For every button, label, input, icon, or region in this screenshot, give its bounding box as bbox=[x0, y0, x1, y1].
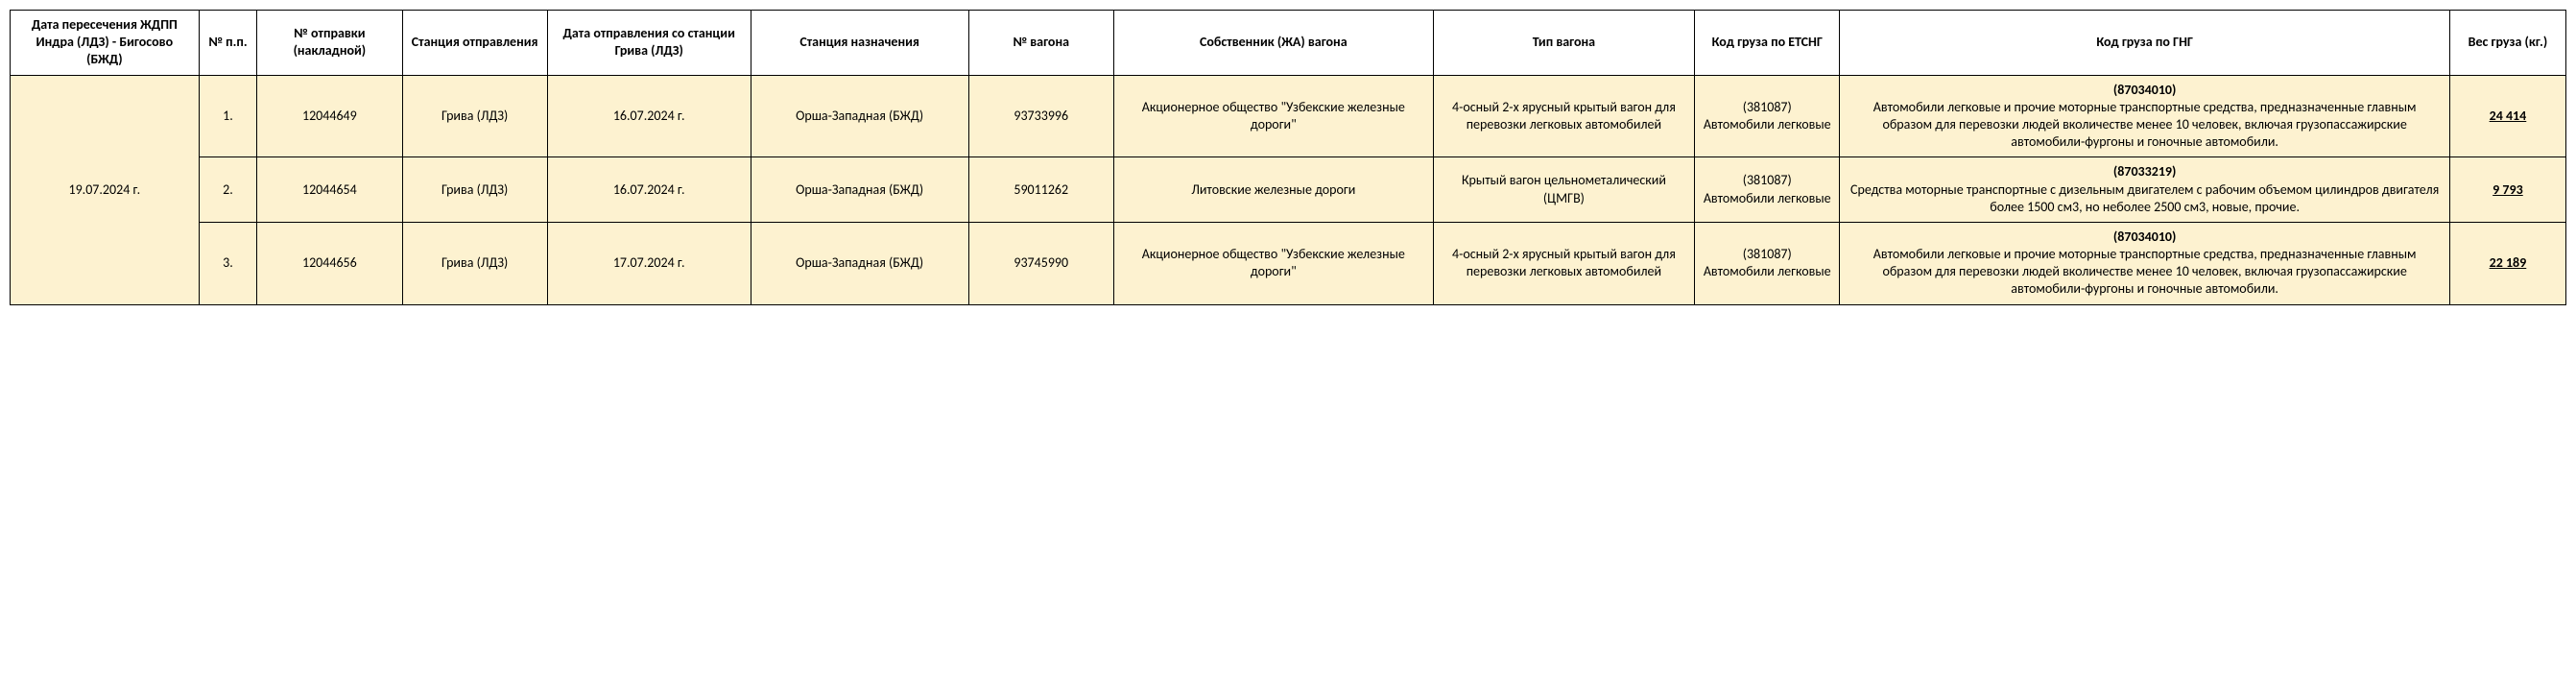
etsng-desc: Автомобили легковые bbox=[1703, 190, 1831, 207]
cell-owner: Литовские железные дороги bbox=[1113, 157, 1433, 223]
col-header-date-cross: Дата пересечения ЖДПП Индра (ЛДЗ) - Биго… bbox=[11, 11, 200, 76]
cell-gng: (87034010) Автомобили легковые и прочие … bbox=[1840, 75, 2450, 157]
col-header-etsng: Код груза по ЕТСНГ bbox=[1695, 11, 1840, 76]
gng-desc: Автомобили легковые и прочие моторные тр… bbox=[1848, 246, 2442, 299]
cell-date-dep: 16.07.2024 г. bbox=[547, 75, 751, 157]
gng-desc: Средства моторные транспортные с дизельн… bbox=[1848, 181, 2442, 216]
cell-num: 2. bbox=[199, 157, 257, 223]
cell-shipment: 12044654 bbox=[257, 157, 402, 223]
cell-wagon: 93745990 bbox=[968, 222, 1113, 304]
cell-gng: (87033219) Средства моторные транспортны… bbox=[1840, 157, 2450, 223]
cell-weight: 9 793 bbox=[2449, 157, 2565, 223]
cell-wagon-type: 4-осный 2-х ярусный крытый вагон для пер… bbox=[1433, 75, 1694, 157]
cell-date-dep: 16.07.2024 г. bbox=[547, 157, 751, 223]
gng-code: (87034010) bbox=[1848, 229, 2442, 246]
cell-station-dep: Грива (ЛДЗ) bbox=[402, 75, 547, 157]
table-row: 19.07.2024 г. 1. 12044649 Грива (ЛДЗ) 16… bbox=[11, 75, 2566, 157]
gng-code: (87034010) bbox=[1848, 82, 2442, 99]
cell-owner: Акционерное общество "Узбекские железные… bbox=[1113, 222, 1433, 304]
cell-etsng: (381087) Автомобили легковые bbox=[1695, 222, 1840, 304]
cell-date-dep: 17.07.2024 г. bbox=[547, 222, 751, 304]
col-header-station-dep: Станция отправления bbox=[402, 11, 547, 76]
cell-wagon: 93733996 bbox=[968, 75, 1113, 157]
table-row: 3. 12044656 Грива (ЛДЗ) 17.07.2024 г. Ор… bbox=[11, 222, 2566, 304]
cell-station-dep: Грива (ЛДЗ) bbox=[402, 222, 547, 304]
cell-station-dest: Орша-Западная (БЖД) bbox=[751, 157, 968, 223]
cell-gng: (87034010) Автомобили легковые и прочие … bbox=[1840, 222, 2450, 304]
etsng-desc: Автомобили легковые bbox=[1703, 116, 1831, 133]
etsng-code: (381087) bbox=[1703, 172, 1831, 189]
col-header-wagon: № вагона bbox=[968, 11, 1113, 76]
cell-wagon: 59011262 bbox=[968, 157, 1113, 223]
etsng-code: (381087) bbox=[1703, 246, 1831, 263]
gng-code: (87033219) bbox=[1848, 163, 2442, 181]
cell-shipment: 12044649 bbox=[257, 75, 402, 157]
cell-station-dep: Грива (ЛДЗ) bbox=[402, 157, 547, 223]
cell-station-dest: Орша-Западная (БЖД) bbox=[751, 222, 968, 304]
cell-owner: Акционерное общество "Узбекские железные… bbox=[1113, 75, 1433, 157]
cell-station-dest: Орша-Западная (БЖД) bbox=[751, 75, 968, 157]
cell-wagon-type: 4-осный 2-х ярусный крытый вагон для пер… bbox=[1433, 222, 1694, 304]
cell-num: 1. bbox=[199, 75, 257, 157]
cell-etsng: (381087) Автомобили легковые bbox=[1695, 75, 1840, 157]
cell-etsng: (381087) Автомобили легковые bbox=[1695, 157, 1840, 223]
col-header-owner: Собственник (ЖА) вагона bbox=[1113, 11, 1433, 76]
table-header-row: Дата пересечения ЖДПП Индра (ЛДЗ) - Биго… bbox=[11, 11, 2566, 76]
table-row: 2. 12044654 Грива (ЛДЗ) 16.07.2024 г. Ор… bbox=[11, 157, 2566, 223]
col-header-date-dep: Дата отправления со станции Грива (ЛДЗ) bbox=[547, 11, 751, 76]
col-header-num: № п.п. bbox=[199, 11, 257, 76]
cell-shipment: 12044656 bbox=[257, 222, 402, 304]
col-header-shipment: № отправки (накладной) bbox=[257, 11, 402, 76]
etsng-code: (381087) bbox=[1703, 99, 1831, 116]
col-header-wagon-type: Тип вагона bbox=[1433, 11, 1694, 76]
shipment-table: Дата пересечения ЖДПП Индра (ЛДЗ) - Биго… bbox=[10, 10, 2566, 305]
cell-date-cross: 19.07.2024 г. bbox=[11, 75, 200, 304]
etsng-desc: Автомобили легковые bbox=[1703, 263, 1831, 280]
cell-num: 3. bbox=[199, 222, 257, 304]
col-header-weight: Вес груза (кг.) bbox=[2449, 11, 2565, 76]
col-header-station-dest: Станция назначения bbox=[751, 11, 968, 76]
cell-weight: 22 189 bbox=[2449, 222, 2565, 304]
col-header-gng: Код груза по ГНГ bbox=[1840, 11, 2450, 76]
gng-desc: Автомобили легковые и прочие моторные тр… bbox=[1848, 99, 2442, 152]
cell-wagon-type: Крытый вагон цельнометалический (ЦМГВ) bbox=[1433, 157, 1694, 223]
cell-weight: 24 414 bbox=[2449, 75, 2565, 157]
